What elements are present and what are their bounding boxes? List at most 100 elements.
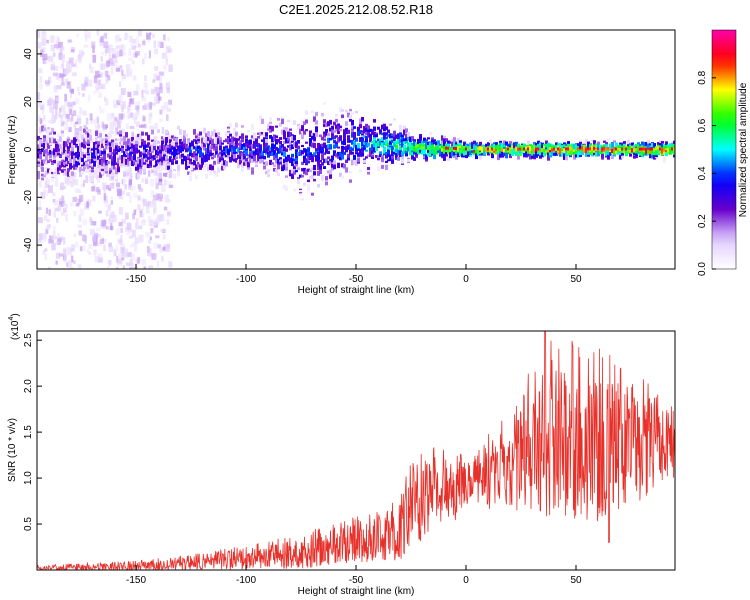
heatmap-cell bbox=[651, 143, 654, 147]
heatmap-cell bbox=[165, 156, 168, 160]
heatmap-cell bbox=[69, 143, 72, 148]
heatmap-cell bbox=[137, 164, 140, 171]
heatmap-cell bbox=[62, 154, 67, 160]
heatmap-cell bbox=[429, 142, 432, 148]
heatmap-cell bbox=[303, 167, 306, 174]
heatmap-cell bbox=[125, 123, 129, 129]
heatmap-cell bbox=[144, 75, 147, 82]
heatmap-cell bbox=[46, 39, 49, 44]
heatmap-cell bbox=[323, 131, 326, 135]
heatmap-cell bbox=[327, 121, 330, 127]
heatmap-cell bbox=[479, 141, 482, 148]
heatmap-cell bbox=[85, 144, 88, 150]
heatmap-cell bbox=[141, 131, 144, 136]
heatmap-cell bbox=[121, 190, 125, 195]
heatmap-cell bbox=[153, 165, 156, 169]
heatmap-cell bbox=[261, 132, 264, 135]
heatmap-cell bbox=[287, 145, 290, 148]
heatmap-cell bbox=[46, 218, 50, 223]
heatmap-cell bbox=[150, 178, 155, 187]
heatmap-cell bbox=[163, 158, 166, 164]
heatmap-cell bbox=[162, 246, 166, 251]
heatmap-cell bbox=[38, 233, 43, 240]
heatmap-cell bbox=[189, 163, 192, 166]
heatmap-cell bbox=[343, 151, 346, 155]
heatmap-cell bbox=[609, 152, 612, 156]
heatmap-cell bbox=[281, 148, 284, 153]
heatmap-cell bbox=[171, 161, 174, 165]
heatmap-cell bbox=[383, 127, 386, 132]
heatmap-cell bbox=[137, 133, 140, 137]
heatmap-cell bbox=[89, 167, 92, 171]
heatmap-cell bbox=[509, 142, 512, 146]
heatmap-cell bbox=[341, 145, 344, 151]
heatmap-cell bbox=[605, 150, 608, 156]
heatmap-cell bbox=[75, 152, 78, 155]
heatmap-cell bbox=[111, 112, 115, 118]
heatmap-cell bbox=[633, 154, 636, 159]
heatmap-cell bbox=[105, 78, 109, 84]
heatmap-cell bbox=[158, 193, 163, 199]
heatmap-cell bbox=[333, 150, 336, 156]
heatmap-cell bbox=[611, 154, 614, 159]
heatmap-cell bbox=[165, 56, 169, 61]
heatmap-cell bbox=[229, 138, 232, 143]
heatmap-cell bbox=[565, 145, 568, 149]
heatmap-cell bbox=[597, 144, 600, 148]
heatmap-cell bbox=[233, 137, 236, 142]
heatmap-cell bbox=[113, 248, 116, 257]
heatmap-cell bbox=[387, 134, 390, 137]
heatmap-cell bbox=[399, 124, 402, 131]
heatmap-cell bbox=[71, 113, 74, 122]
heatmap-cell bbox=[59, 201, 64, 207]
heatmap-cell bbox=[63, 252, 66, 259]
heatmap-cell bbox=[132, 39, 137, 44]
heatmap-cell bbox=[139, 165, 142, 170]
heatmap-cell bbox=[108, 58, 114, 64]
heatmap-cell bbox=[231, 152, 234, 158]
heatmap-cell bbox=[403, 139, 406, 144]
heatmap-cell bbox=[48, 209, 51, 216]
heatmap-cell bbox=[295, 158, 298, 162]
heatmap-cell bbox=[66, 117, 72, 122]
heatmap-cell bbox=[215, 138, 218, 144]
heatmap-cell bbox=[38, 68, 43, 74]
heatmap-cell bbox=[377, 155, 380, 158]
heatmap-cell bbox=[657, 146, 660, 150]
heatmap-cell bbox=[511, 145, 514, 150]
heatmap-cell bbox=[561, 145, 564, 151]
heatmap-cell bbox=[40, 49, 44, 58]
heatmap-cell bbox=[219, 145, 222, 151]
heatmap-cell bbox=[649, 153, 652, 159]
heatmap-cell bbox=[115, 168, 118, 173]
heatmap-cell bbox=[203, 164, 206, 171]
heatmap-cell bbox=[261, 159, 264, 163]
heatmap-cell bbox=[95, 147, 98, 150]
heatmap-cell bbox=[177, 170, 180, 177]
heatmap-cell bbox=[58, 72, 63, 78]
heatmap-cell bbox=[603, 140, 606, 143]
heatmap-cell bbox=[127, 147, 130, 151]
heatmap-cell bbox=[319, 159, 322, 163]
heatmap-cell bbox=[148, 113, 153, 117]
heatmap-cell bbox=[379, 151, 382, 155]
heatmap-cell bbox=[375, 140, 378, 144]
heatmap-cell bbox=[61, 46, 65, 51]
heatmap-cell bbox=[61, 54, 65, 58]
heatmap-cell bbox=[463, 149, 466, 156]
heatmap-cell bbox=[331, 167, 334, 171]
colorbar-label: Normalized spectral amplitude bbox=[738, 82, 749, 217]
heatmap-cell bbox=[89, 172, 92, 177]
heatmap-cell bbox=[107, 146, 110, 150]
heatmap-cell bbox=[311, 154, 314, 158]
heatmap-cell bbox=[79, 156, 82, 160]
heatmap-cell bbox=[531, 150, 534, 156]
heatmap-cell bbox=[137, 101, 141, 107]
heatmap-cell bbox=[117, 238, 123, 244]
heatmap-cell bbox=[63, 146, 66, 151]
heatmap-cell bbox=[247, 161, 250, 168]
heatmap-cell bbox=[305, 129, 308, 132]
heatmap-cell bbox=[111, 139, 114, 143]
heatmap-cell bbox=[106, 60, 111, 67]
heatmap-cell bbox=[57, 152, 60, 156]
